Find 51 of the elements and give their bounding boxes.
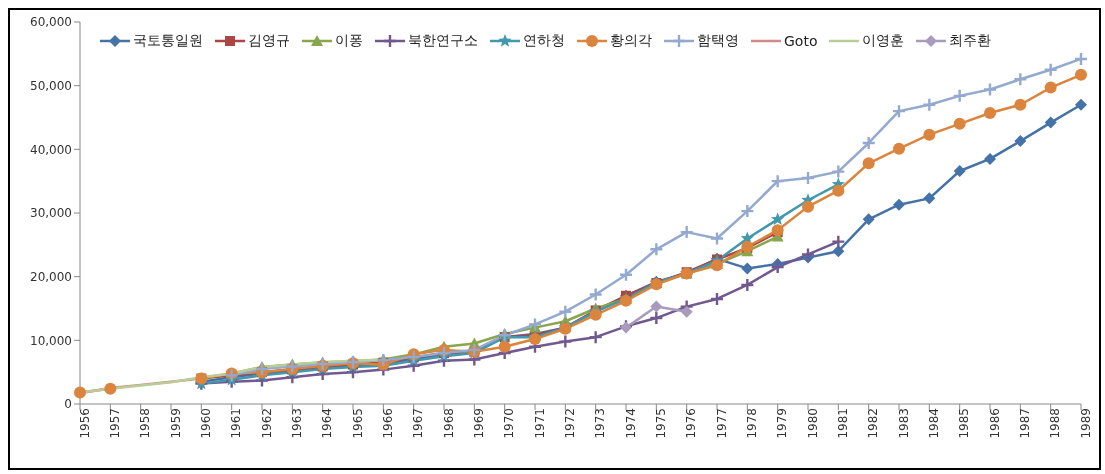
x-tick-label: 1970 [502,408,517,439]
x-tick-label: 1967 [411,408,426,439]
x-tick-label: 1989 [1078,408,1093,439]
y-tick-label: 20,000 [30,269,72,284]
x-tick-label: 1981 [835,408,850,439]
x-tick-label: 1959 [168,408,183,439]
x-tick-label: 1983 [896,408,911,439]
x-tick-label: 1972 [562,408,577,439]
x-tick-label: 1971 [532,408,547,439]
x-tick-label: 1958 [138,408,153,439]
x-tick-label: 1966 [380,408,395,439]
x-tick-label: 1968 [441,408,456,439]
x-tick-label: 1978 [744,408,759,439]
y-tick-label: 40,000 [30,142,72,157]
legend-label: 이퐁 [335,32,363,50]
x-tick-label: 1957 [107,408,122,439]
x-tick-label: 1962 [259,408,274,439]
y-tick-label: 60,000 [30,15,72,30]
y-tick-label: 0 [64,397,72,412]
x-tick-label: 1976 [684,408,699,439]
legend-label: 이영훈 [862,32,905,50]
x-tick-label: 1969 [471,408,486,439]
legend-label: 김영규 [248,32,290,50]
y-tick-label: 50,000 [30,78,72,93]
x-tick-label: 1963 [289,408,304,439]
x-tick-label: 1980 [805,408,820,439]
x-tick-label: 1973 [593,408,608,439]
legend-label: 북한연구소 [408,32,478,50]
legend-label: 최주환 [949,32,992,50]
x-tick-label: 1979 [775,408,790,439]
x-tick-label: 1977 [714,408,729,439]
legend-label: 황의각 [610,32,652,50]
y-tick-label: 30,000 [30,206,72,221]
y-tick-label: 10,000 [30,333,72,348]
x-tick-label: 1984 [926,408,941,439]
x-tick-label: 1982 [866,408,881,439]
x-tick-label: 1965 [350,408,365,439]
legend-label: 국토통일원 [133,32,203,50]
x-tick-label: 1988 [1048,408,1063,439]
legend-label: 연하청 [523,32,565,50]
x-tick-label: 1960 [198,408,213,439]
legend-label: Goto [784,33,818,49]
legend-label: 함택영 [697,32,739,50]
x-tick-label: 1956 [77,408,92,439]
x-tick-label: 1974 [623,408,638,439]
x-tick-label: 1964 [320,408,335,439]
x-tick-label: 1987 [1017,408,1032,439]
x-tick-label: 1986 [987,408,1002,439]
x-tick-label: 1985 [957,408,972,439]
x-tick-label: 1975 [653,408,668,439]
x-tick-label: 1961 [229,408,244,439]
